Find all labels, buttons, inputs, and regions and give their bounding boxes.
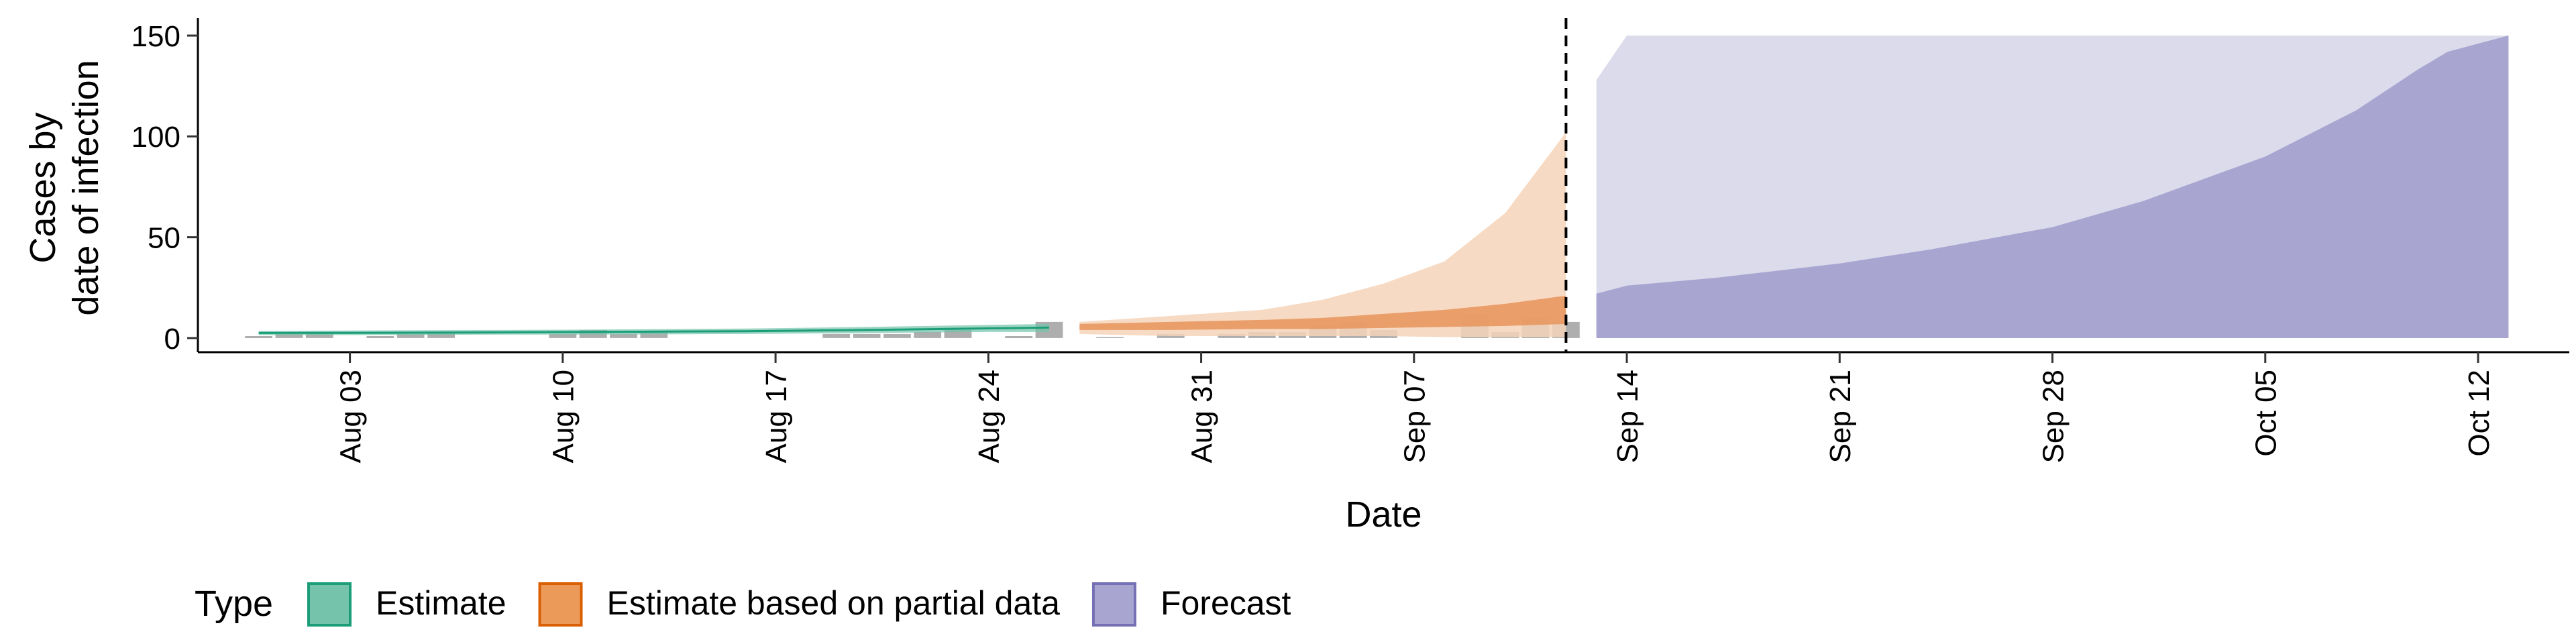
- legend-swatch: [538, 582, 583, 627]
- legend-swatch: [307, 582, 352, 627]
- observed-bar: [549, 333, 577, 338]
- axes: 0 50 100 150 Aug 03 Aug 10 Aug 17 Aug 24 Aug 31 S…: [23, 18, 2569, 535]
- x-tick-label: Sep 21: [1824, 370, 1857, 463]
- observed-bar: [640, 331, 668, 338]
- y-tick-label: 50: [148, 221, 180, 254]
- observed-bar: [822, 333, 851, 338]
- y-axis-title-line: Cases by: [23, 112, 63, 263]
- observed-bar: [396, 333, 425, 338]
- estimate-bands: [258, 36, 2509, 338]
- estimate-median-line: [258, 326, 1050, 334]
- legend-label: Forecast: [1161, 584, 1291, 622]
- y-tick-label: 150: [131, 20, 180, 53]
- observed-bar: [1096, 337, 1124, 338]
- partial-inner-band: [1079, 295, 1566, 330]
- observed-bar: [366, 336, 394, 338]
- observed-bar: [275, 333, 303, 338]
- legend: Type Estimate Estimate based on partial da…: [195, 582, 1291, 627]
- observed-bar: [610, 333, 637, 338]
- x-tick-label: Aug 24: [973, 370, 1006, 463]
- partial-outer-band: [1079, 132, 1566, 337]
- legend-label: Estimate based on partial data: [607, 584, 1061, 622]
- forecast-inner-band: [1596, 36, 2509, 338]
- x-tick-label: Sep 28: [2037, 370, 2070, 463]
- x-tick-label: Sep 07: [1399, 370, 1432, 463]
- x-tick-label: Aug 17: [760, 370, 793, 463]
- observed-bar: [883, 333, 911, 338]
- x-tick-label: Oct 05: [2250, 370, 2283, 457]
- y-axis-title-line: date of infection: [66, 60, 106, 315]
- legend-swatch: [1091, 582, 1136, 627]
- legend-title: Type: [195, 584, 273, 624]
- observed-bar: [853, 333, 881, 338]
- x-tick-label: Oct 12: [2463, 370, 2496, 457]
- x-tick-label: Aug 03: [334, 370, 367, 463]
- observed-bar: [1005, 336, 1033, 338]
- observed-bar: [245, 336, 272, 338]
- y-tick-label: 100: [131, 121, 180, 154]
- observed-bar: [914, 331, 942, 338]
- x-axis-title: Date: [1345, 494, 1421, 535]
- observed-bar: [427, 331, 455, 338]
- x-tick-label: Sep 14: [1611, 370, 1644, 463]
- legend-label: Estimate: [376, 584, 506, 622]
- y-tick-label: 0: [164, 323, 180, 356]
- x-tick-label: Aug 10: [547, 370, 580, 463]
- x-tick-label: Aug 31: [1185, 370, 1218, 463]
- y-axis-title: Cases bydate of infection: [23, 60, 106, 315]
